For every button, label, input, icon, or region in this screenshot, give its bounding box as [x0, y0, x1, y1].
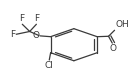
Text: F: F: [19, 14, 25, 23]
Text: F: F: [10, 30, 15, 39]
Text: OH: OH: [115, 21, 129, 29]
Text: O: O: [32, 31, 39, 40]
Text: O: O: [109, 44, 116, 53]
Text: Cl: Cl: [45, 61, 54, 70]
Text: F: F: [34, 14, 39, 23]
